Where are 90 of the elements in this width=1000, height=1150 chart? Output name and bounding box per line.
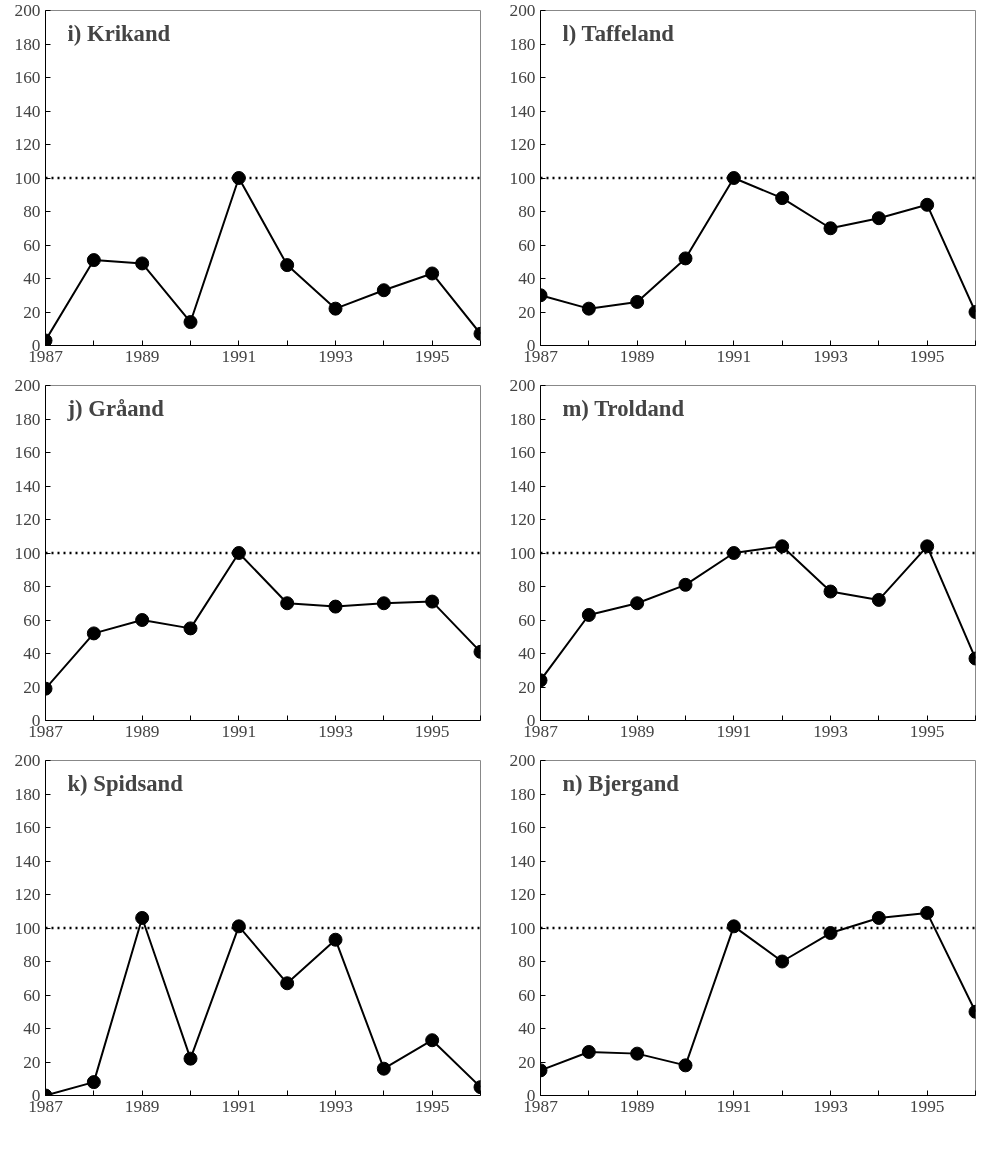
x-tick-label: 1991 xyxy=(221,721,257,741)
y-tick-label: 180 xyxy=(14,409,41,429)
y-tick-label: 40 xyxy=(23,269,41,288)
x-tick-label: 1995 xyxy=(414,346,450,366)
y-tick-label: 140 xyxy=(509,476,536,496)
y-tick-label: 100 xyxy=(509,168,536,188)
y-tick-label: 40 xyxy=(518,269,536,288)
chart-title: m) Troldand xyxy=(562,395,685,421)
y-tick-label: 20 xyxy=(23,302,41,322)
x-tick-label: 1993 xyxy=(318,721,353,741)
x-tick-label: 1993 xyxy=(813,1096,848,1116)
y-tick-label: 140 xyxy=(14,476,41,496)
y-tick-label: 100 xyxy=(14,543,41,563)
y-tick-label: 140 xyxy=(14,101,41,121)
y-tick-label: 80 xyxy=(23,202,41,221)
y-tick-label: 20 xyxy=(518,677,536,697)
x-tick-label: 1995 xyxy=(909,346,945,366)
y-tick-label: 120 xyxy=(14,135,41,154)
y-tick-label: 160 xyxy=(14,443,41,462)
y-tick-label: 140 xyxy=(14,851,41,871)
x-tick-label: 1995 xyxy=(909,1096,945,1116)
x-tick-label: 1995 xyxy=(414,721,450,741)
y-tick-label: 60 xyxy=(23,985,41,1005)
x-tick-label: 1993 xyxy=(318,1096,353,1116)
x-tick-label: 1993 xyxy=(813,346,848,366)
y-tick-label: 40 xyxy=(23,1019,41,1038)
x-tick-label: 1989 xyxy=(619,1096,655,1116)
y-tick-label: 80 xyxy=(518,577,536,596)
y-tick-label: 40 xyxy=(23,644,41,663)
x-tick-label: 1991 xyxy=(221,1096,257,1116)
x-tick-label: 1991 xyxy=(716,346,752,366)
y-tick-label: 200 xyxy=(14,751,41,770)
y-tick-label: 120 xyxy=(509,135,536,154)
y-tick-label: 140 xyxy=(509,101,536,121)
x-tick-label: 1989 xyxy=(619,346,655,366)
y-tick-label: 80 xyxy=(518,202,536,221)
y-tick-label: 80 xyxy=(23,952,41,971)
x-tick-label: 1993 xyxy=(813,721,848,741)
y-tick-label: 180 xyxy=(14,784,41,804)
y-tick-label: 200 xyxy=(14,1,41,20)
x-tick-label: 1993 xyxy=(318,346,353,366)
y-tick-label: 120 xyxy=(14,510,41,529)
y-tick-label: 60 xyxy=(23,610,41,630)
y-tick-label: 160 xyxy=(14,68,41,87)
y-tick-label: 20 xyxy=(518,1052,536,1072)
y-tick-label: 60 xyxy=(518,610,536,630)
y-tick-label: 140 xyxy=(509,851,536,871)
y-tick-label: 60 xyxy=(518,235,536,255)
y-tick-label: 160 xyxy=(509,443,536,462)
y-tick-label: 200 xyxy=(14,376,41,395)
y-tick-label: 200 xyxy=(509,376,536,395)
y-tick-label: 100 xyxy=(509,543,536,563)
x-tick-label: 1989 xyxy=(619,721,655,741)
chart-title: k) Spidsand xyxy=(67,770,184,796)
y-tick-label: 80 xyxy=(518,952,536,971)
y-tick-label: 180 xyxy=(509,34,536,54)
y-tick-label: 200 xyxy=(509,1,536,20)
x-tick-label: 1991 xyxy=(221,346,257,366)
chart-title: j) Gråand xyxy=(66,395,165,421)
y-tick-label: 160 xyxy=(509,68,536,87)
y-tick-label: 60 xyxy=(518,985,536,1005)
x-tick-label: 1995 xyxy=(414,1096,450,1116)
y-tick-label: 60 xyxy=(23,235,41,255)
chart-title: i) Krikand xyxy=(67,20,171,46)
y-tick-label: 40 xyxy=(518,1019,536,1038)
y-tick-label: 160 xyxy=(14,818,41,837)
y-tick-label: 120 xyxy=(509,885,536,904)
x-tick-label: 1991 xyxy=(716,1096,752,1116)
y-tick-label: 40 xyxy=(518,644,536,663)
x-tick-label: 1989 xyxy=(124,346,160,366)
y-tick-label: 120 xyxy=(509,510,536,529)
y-tick-label: 100 xyxy=(14,918,41,938)
y-tick-label: 180 xyxy=(509,784,536,804)
chart-title: n) Bjergand xyxy=(562,770,680,796)
chart-title: l) Taffeland xyxy=(562,20,675,46)
y-tick-label: 180 xyxy=(14,34,41,54)
x-tick-label: 1989 xyxy=(124,721,160,741)
x-tick-label: 1995 xyxy=(909,721,945,741)
y-tick-label: 80 xyxy=(23,577,41,596)
y-tick-label: 180 xyxy=(509,409,536,429)
y-tick-label: 100 xyxy=(509,918,536,938)
y-tick-label: 120 xyxy=(14,885,41,904)
x-tick-label: 1991 xyxy=(716,721,752,741)
y-tick-label: 20 xyxy=(23,677,41,697)
x-tick-label: 1989 xyxy=(124,1096,160,1116)
y-tick-label: 20 xyxy=(518,302,536,322)
y-tick-label: 200 xyxy=(509,751,536,770)
y-tick-label: 160 xyxy=(509,818,536,837)
y-tick-label: 20 xyxy=(23,1052,41,1072)
y-tick-label: 100 xyxy=(14,168,41,188)
